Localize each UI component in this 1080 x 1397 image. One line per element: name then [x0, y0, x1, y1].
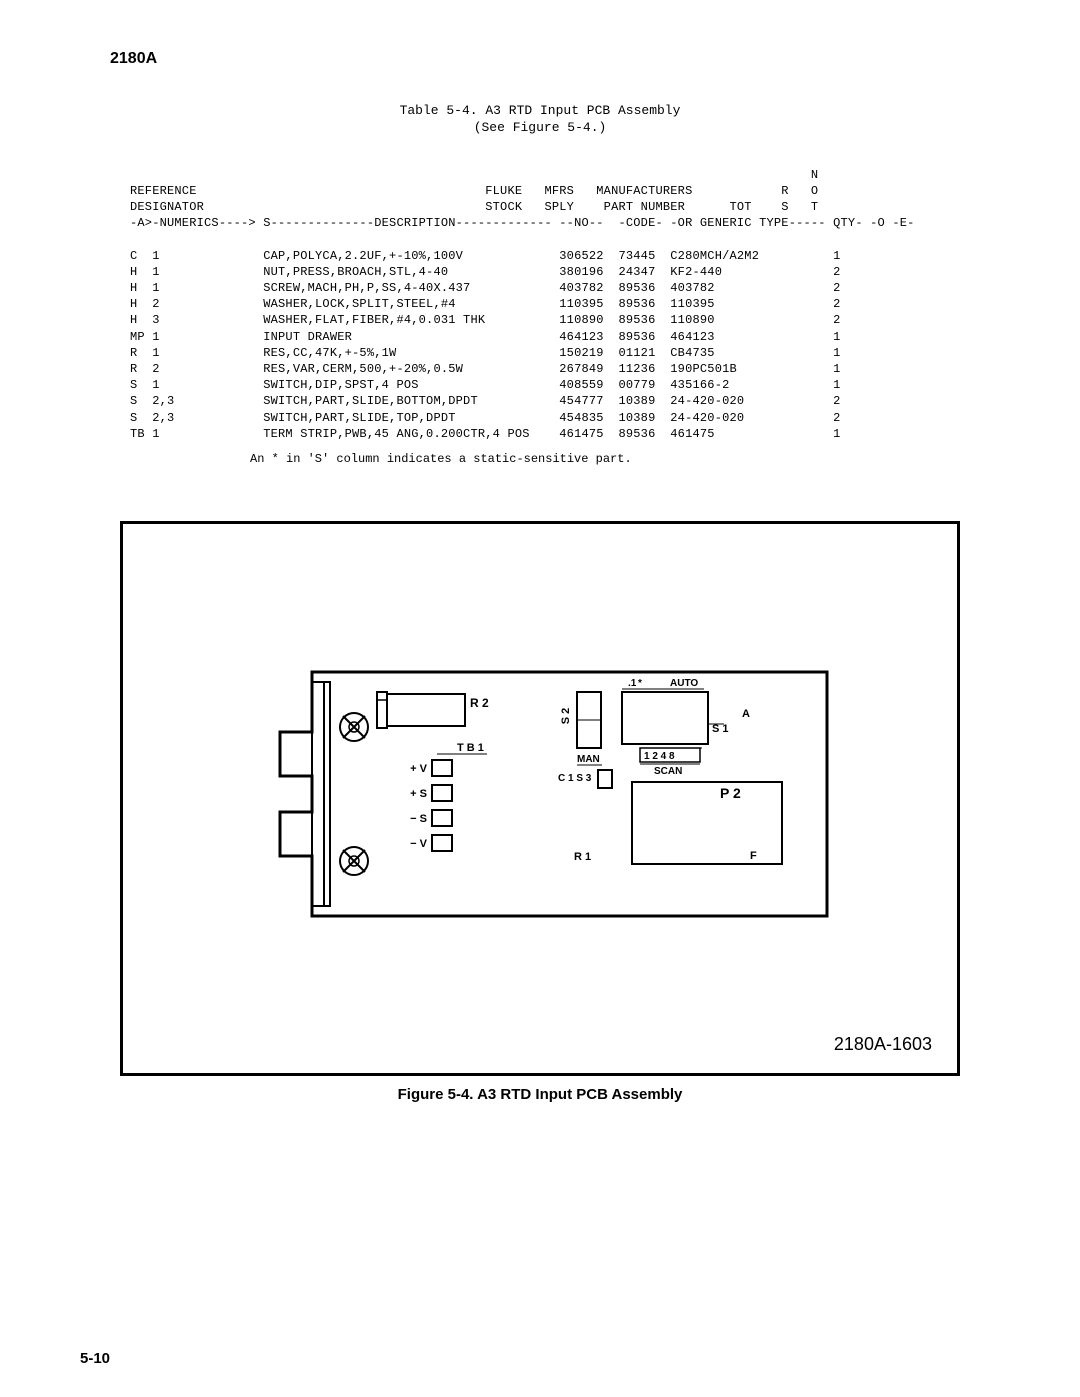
parts-table: N REFERENCE FLUKE MFRS MANUFACTURERS R O…: [130, 167, 1000, 442]
minus-v-label: − V: [410, 838, 427, 850]
table-title: Table 5-4. A3 RTD Input PCB Assembly (Se…: [80, 103, 1000, 137]
s1-label: S 1: [712, 723, 729, 735]
r1-label: R 1: [574, 851, 591, 863]
pcb-drawing: R 2 T B 1 + V + S − S − V S 2 MAN: [265, 664, 839, 924]
minus-s-label: − S: [410, 813, 427, 825]
a-label: A: [742, 708, 750, 720]
page-number: 5-10: [80, 1350, 110, 1367]
dot1-label: .1: [628, 678, 637, 689]
plus-v-label: + V: [410, 763, 427, 775]
star-label: *: [638, 678, 642, 689]
f-label: F: [750, 850, 757, 862]
r2-label: R 2: [470, 696, 489, 710]
c1s3-label: C 1 S 3: [558, 773, 592, 784]
table-title-line1: Table 5-4. A3 RTD Input PCB Assembly: [400, 103, 681, 118]
p2-label: P 2: [720, 785, 741, 801]
man-label: MAN: [577, 754, 600, 765]
tb1-label: T B 1: [457, 742, 484, 754]
auto-label: AUTO: [670, 678, 698, 689]
pcb-figure-box: R 2 T B 1 + V + S − S − V S 2 MAN: [120, 521, 960, 1076]
table-title-line2: (See Figure 5-4.): [474, 120, 607, 135]
scan-label: SCAN: [654, 766, 682, 777]
plus-s-label: + S: [410, 788, 427, 800]
figure-caption: Figure 5-4. A3 RTD Input PCB Assembly: [80, 1086, 1000, 1103]
scan-nums-label: 1 2 4 8: [644, 751, 675, 762]
model-header: 2180A: [110, 50, 1000, 68]
parts-note: An * in 'S' column indicates a static-se…: [250, 452, 1000, 466]
drawing-id: 2180A-1603: [834, 1034, 932, 1055]
s2-label: S 2: [560, 708, 572, 725]
pcb-svg: R 2 T B 1 + V + S − S − V S 2 MAN: [265, 664, 839, 924]
